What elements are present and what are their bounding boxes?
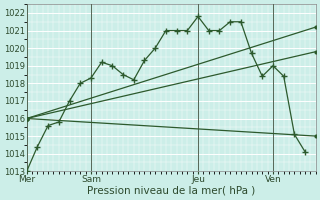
X-axis label: Pression niveau de la mer( hPa ): Pression niveau de la mer( hPa )	[87, 186, 255, 196]
